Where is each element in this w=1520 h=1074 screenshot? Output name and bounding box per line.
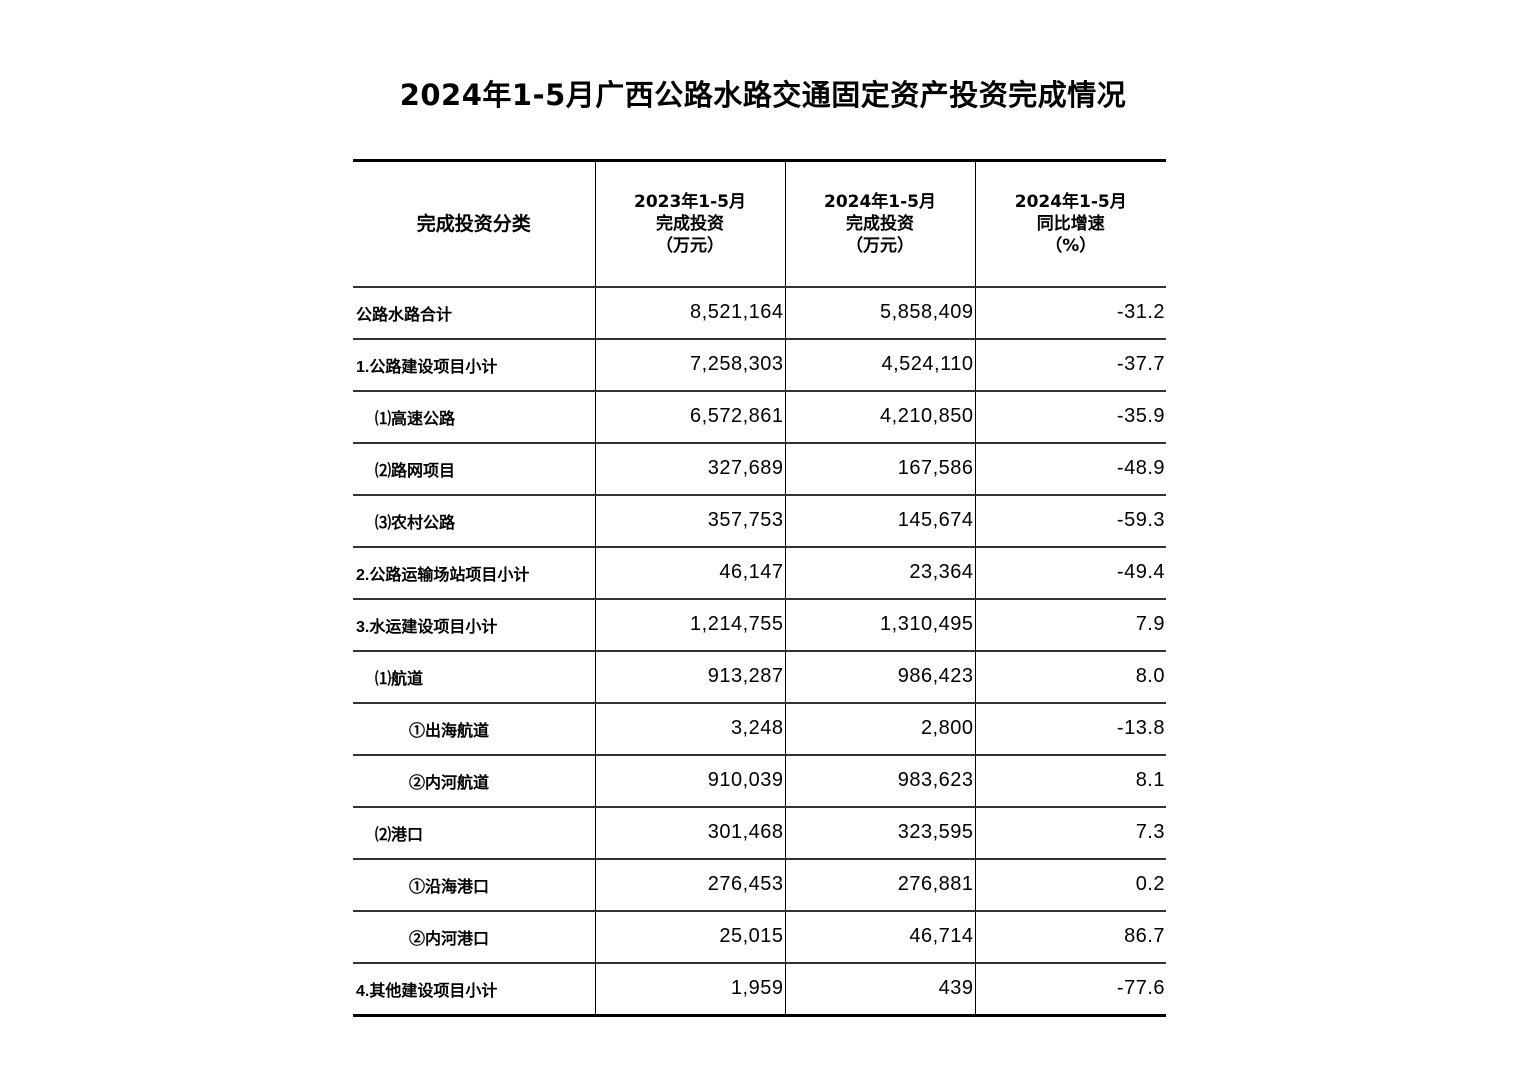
header-line: （%） [1045, 235, 1097, 256]
header-line: （万元） [656, 235, 724, 256]
header-growth-rate: 2024年1-5月 同比增速 （%） [974, 159, 1166, 288]
row-label: 公路水路合计 [353, 286, 595, 340]
table-row: ⑵港口 301,468 323,595 7.3 [353, 806, 1166, 860]
value-2023: 910,039 [594, 754, 785, 808]
table-row: ①出海航道 3,248 2,800 -13.8 [353, 702, 1166, 756]
growth-rate: 8.1 [974, 754, 1166, 808]
value-2023: 8,521,164 [594, 286, 785, 340]
value-2024: 46,714 [784, 910, 975, 964]
header-line: 完成投资分类 [416, 212, 531, 235]
header-line: 完成投资 [846, 213, 914, 234]
row-label: ②内河航道 [353, 754, 595, 808]
table-row: 2.公路运输场站项目小计 46,147 23,364 -49.4 [353, 546, 1166, 600]
header-line: 2024年1-5月 [823, 191, 937, 212]
value-2023: 3,248 [594, 702, 785, 756]
row-label: ⑵路网项目 [353, 442, 595, 496]
header-line: （万元） [846, 235, 914, 256]
row-label: ①沿海港口 [353, 858, 595, 912]
table-row: 公路水路合计 8,521,164 5,858,409 -31.2 [353, 286, 1166, 340]
growth-rate: 7.9 [974, 598, 1166, 652]
value-2023: 6,572,861 [594, 390, 785, 444]
header-line: 完成投资 [656, 213, 724, 234]
table-row: ①沿海港口 276,453 276,881 0.2 [353, 858, 1166, 912]
value-2024: 2,800 [784, 702, 975, 756]
value-2024: 986,423 [784, 650, 975, 704]
value-2023: 357,753 [594, 494, 785, 548]
table-row: ②内河港口 25,015 46,714 86.7 [353, 910, 1166, 964]
row-label: ①出海航道 [353, 702, 595, 756]
row-label: ⑴航道 [353, 650, 595, 704]
header-category: 完成投资分类 [353, 159, 595, 288]
table-body: 公路水路合计 8,521,164 5,858,409 -31.2 1.公路建设项目小计 7… [353, 286, 1166, 1017]
table-row: 3.水运建设项目小计 1,214,755 1,310,495 7.9 [353, 598, 1166, 652]
table-row: ⑴高速公路 6,572,861 4,210,850 -35.9 [353, 390, 1166, 444]
growth-rate: -49.4 [974, 546, 1166, 600]
value-2023: 7,258,303 [594, 338, 785, 392]
value-2024: 167,586 [784, 442, 975, 496]
header-row: 完成投资分类 2023年1-5月 完成投资 （万元） 2024年1-5月 完成投… [353, 159, 1166, 288]
row-label: 1.公路建设项目小计 [353, 338, 595, 392]
growth-rate: -31.2 [974, 286, 1166, 340]
header-line: 同比增速 [1036, 213, 1105, 234]
value-2024: 4,524,110 [784, 338, 975, 392]
value-2024: 23,364 [784, 546, 975, 600]
row-label: 3.水运建设项目小计 [353, 598, 595, 652]
value-2024: 1,310,495 [784, 598, 975, 652]
row-label: ⑶农村公路 [353, 494, 595, 548]
row-label: ⑵港口 [353, 806, 595, 860]
value-2023: 1,959 [594, 962, 785, 1017]
growth-rate: -35.9 [974, 390, 1166, 444]
growth-rate: 7.3 [974, 806, 1166, 860]
value-2023: 913,287 [594, 650, 785, 704]
table-header: 完成投资分类 2023年1-5月 完成投资 （万元） 2024年1-5月 完成投… [353, 159, 1166, 288]
table-row: ⑴航道 913,287 986,423 8.0 [353, 650, 1166, 704]
value-2024: 4,210,850 [784, 390, 975, 444]
row-label: 4.其他建设项目小计 [353, 962, 595, 1017]
value-2024: 439 [784, 962, 975, 1017]
value-2024: 276,881 [784, 858, 975, 912]
table-row: 4.其他建设项目小计 1,959 439 -77.6 [353, 962, 1166, 1017]
value-2023: 301,468 [594, 806, 785, 860]
growth-rate: -77.6 [974, 962, 1166, 1017]
table-row: ②内河航道 910,039 983,623 8.1 [353, 754, 1166, 808]
table-row: ⑵路网项目 327,689 167,586 -48.9 [353, 442, 1166, 496]
value-2024: 323,595 [784, 806, 975, 860]
value-2024: 5,858,409 [784, 286, 975, 340]
page-title: 2024年1-5月广西公路水路交通固定资产投资完成情况 [399, 78, 1127, 112]
header-2023-investment: 2023年1-5月 完成投资 （万元） [594, 159, 785, 288]
growth-rate: -37.7 [974, 338, 1166, 392]
investment-table: 完成投资分类 2023年1-5月 完成投资 （万元） 2024年1-5月 完成投… [353, 159, 1166, 1017]
row-label: 2.公路运输场站项目小计 [353, 546, 595, 600]
header-line: 2023年1-5月 [633, 191, 747, 212]
value-2024: 983,623 [784, 754, 975, 808]
value-2023: 25,015 [594, 910, 785, 964]
growth-rate: 8.0 [974, 650, 1166, 704]
value-2023: 276,453 [594, 858, 785, 912]
header-line: 2024年1-5月 [1014, 191, 1127, 212]
value-2023: 1,214,755 [594, 598, 785, 652]
growth-rate: 0.2 [974, 858, 1166, 912]
value-2024: 145,674 [784, 494, 975, 548]
row-label: ⑴高速公路 [353, 390, 595, 444]
table-row: ⑶农村公路 357,753 145,674 -59.3 [353, 494, 1166, 548]
value-2023: 327,689 [594, 442, 785, 496]
growth-rate: -13.8 [974, 702, 1166, 756]
growth-rate: 86.7 [974, 910, 1166, 964]
table-row: 1.公路建设项目小计 7,258,303 4,524,110 -37.7 [353, 338, 1166, 392]
value-2023: 46,147 [594, 546, 785, 600]
row-label: ②内河港口 [353, 910, 595, 964]
header-2024-investment: 2024年1-5月 完成投资 （万元） [784, 159, 975, 288]
growth-rate: -48.9 [974, 442, 1166, 496]
growth-rate: -59.3 [974, 494, 1166, 548]
